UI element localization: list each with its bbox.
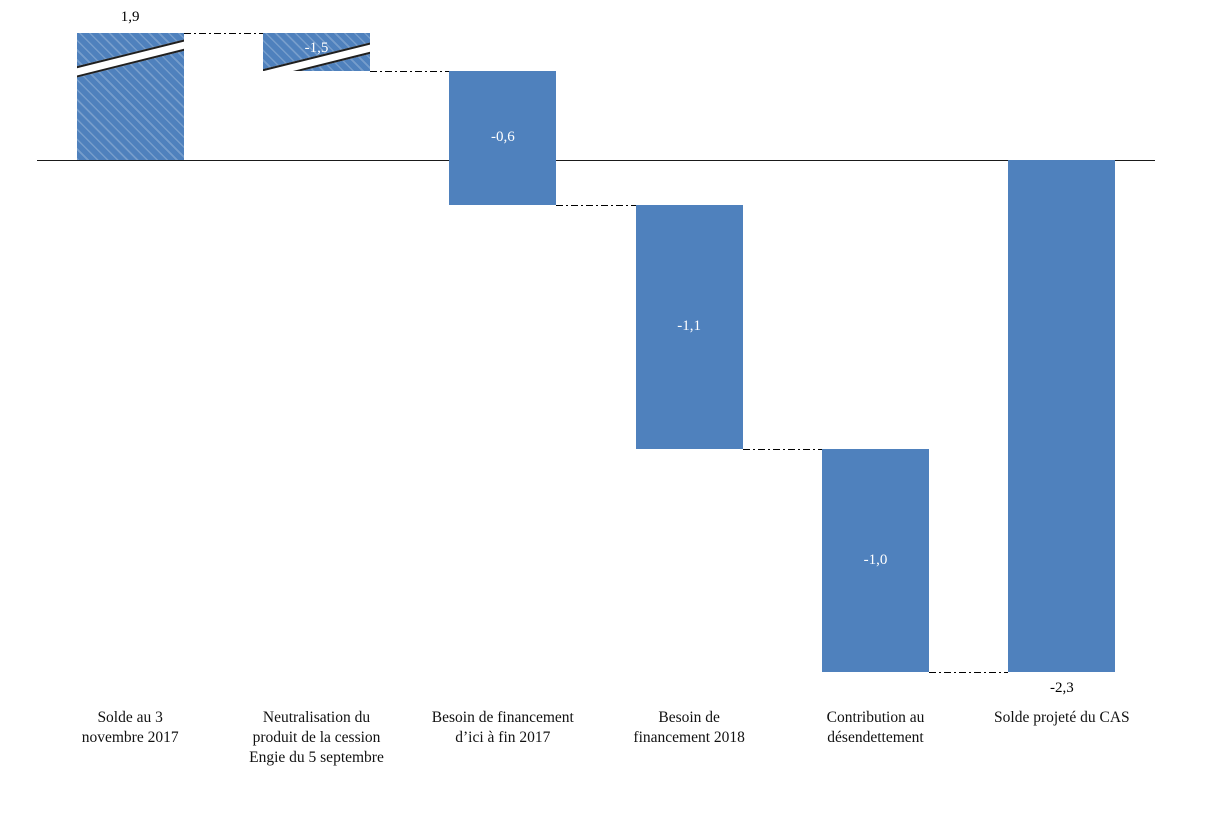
category-label-line: Solde projeté du CAS — [994, 709, 1130, 726]
bar-2 — [263, 33, 370, 71]
zero-axis-line — [37, 160, 1155, 161]
category-label-line: Contribution au — [826, 709, 925, 726]
bar-5 — [822, 449, 929, 672]
category-label-line: Engie du 5 septembre — [249, 748, 384, 766]
category-label-line: Solde au 3 — [97, 709, 163, 726]
category-label: Besoin de financement 2018 — [594, 708, 784, 748]
category-label-line: désendettement — [827, 728, 924, 746]
connector-line — [556, 204, 636, 206]
category-label-line: Neutralisation du — [262, 709, 371, 726]
category-label-line: Besoin de — [658, 709, 720, 726]
value-label: -1,5 — [304, 39, 329, 56]
category-label: Solde au 3 novembre 2017 — [35, 708, 225, 748]
category-label: Neutralisation du produit de la cession En… — [222, 708, 412, 767]
category-label: Besoin de financement d’ici à fin 2017 — [408, 708, 598, 748]
category-label-line: financement 2018 — [633, 728, 745, 746]
category-label: Solde projeté du CAS — [967, 708, 1157, 728]
bar-4 — [635, 204, 743, 450]
value-label: -0,6 — [490, 128, 515, 145]
category-label-line: Besoin de financement — [431, 709, 574, 726]
bar-3 — [449, 70, 557, 205]
axis-break-mark — [76, 36, 184, 81]
connector-line — [742, 449, 822, 451]
value-label: -1,0 — [863, 551, 888, 568]
connector-line — [370, 70, 450, 72]
bar-1 — [76, 33, 184, 160]
category-label-line: produit de la cession — [252, 728, 381, 746]
category-label-line: novembre 2017 — [81, 728, 179, 746]
connector-line — [929, 671, 1009, 673]
category-label-line: d’ici à fin 2017 — [455, 728, 551, 746]
value-label: -2,3 — [1049, 679, 1074, 696]
category-label: Contribution au désendettement — [781, 708, 971, 748]
value-label: 1,9 — [120, 9, 140, 25]
value-label: -1,1 — [677, 317, 702, 334]
connector-line — [183, 33, 263, 34]
bar-6 — [1008, 160, 1116, 672]
